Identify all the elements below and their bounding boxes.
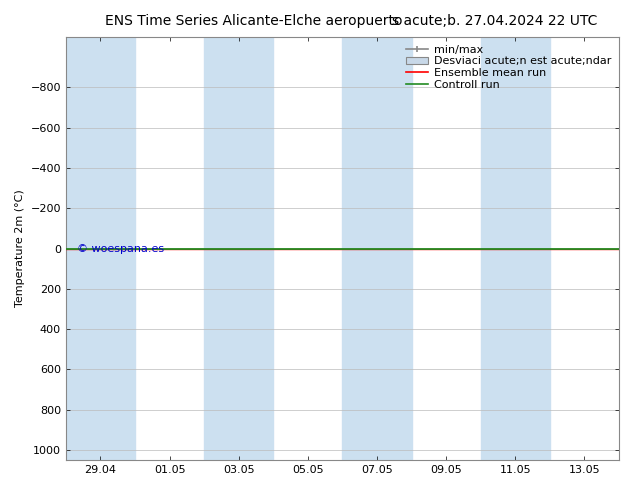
- Bar: [481, 37, 550, 460]
- Text: s acute;b. 27.04.2024 22 UTC: s acute;b. 27.04.2024 22 UTC: [392, 14, 597, 28]
- Y-axis label: Temperature 2m (°C): Temperature 2m (°C): [15, 190, 25, 307]
- Legend: min/max, Desviaci acute;n est acute;ndar, Ensemble mean run, Controll run: min/max, Desviaci acute;n est acute;ndar…: [404, 43, 614, 92]
- Text: © woespana.es: © woespana.es: [77, 244, 164, 254]
- Bar: [204, 37, 273, 460]
- Bar: [342, 37, 411, 460]
- Bar: [66, 37, 135, 460]
- Text: ENS Time Series Alicante-Elche aeropuerto: ENS Time Series Alicante-Elche aeropuert…: [105, 14, 403, 28]
